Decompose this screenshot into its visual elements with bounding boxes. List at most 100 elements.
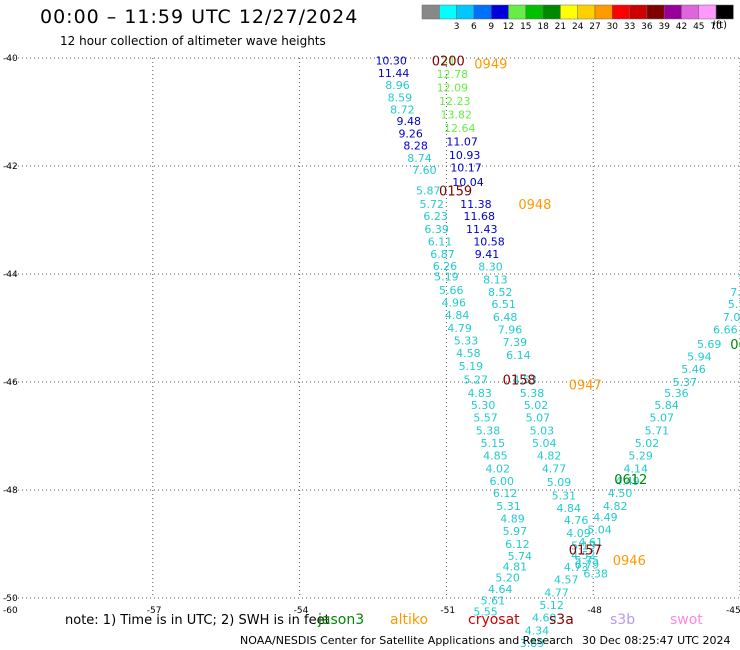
wave-height-label: 5.74 xyxy=(508,550,532,563)
generation-timestamp: 30 Dec 08:25:47 UTC 2024 xyxy=(582,634,731,647)
legend-tick-label: 24 xyxy=(572,22,584,32)
wave-height-label: 5.84 xyxy=(654,399,679,412)
credit-text: NOAA/NESDIS Center for Satellite Applica… xyxy=(240,634,574,647)
legend-units-label: (ft) xyxy=(712,20,728,31)
wave-height-label: 11.07 xyxy=(446,136,478,149)
satellite-s3a-label: s3a xyxy=(549,612,574,628)
wave-height-label: 4.73 xyxy=(564,561,589,574)
wave-height-label: 11.38 xyxy=(460,198,492,211)
wave-height-label: 5.97 xyxy=(503,525,528,538)
wave-height-label: 6.23 xyxy=(423,210,448,223)
color-legend: 3 6 9 12 15 18 21 24 27 30 33 36 39 42 45 70 xyxy=(421,4,734,32)
wave-height-label: 7.96 xyxy=(498,324,523,337)
legend-tick-label: 15 xyxy=(520,22,531,32)
wave-height-label: 4.82 xyxy=(537,449,562,462)
legend-tick-label: 30 xyxy=(607,22,619,32)
wave-height-label: 5.31 xyxy=(496,500,521,513)
wave-height-label: 4.64 xyxy=(488,583,513,596)
pass-time-label: 0949 xyxy=(474,57,507,72)
wave-height-label: 5.61 xyxy=(481,595,506,608)
wave-height-label: 4.02 xyxy=(486,462,511,475)
wave-height-label: 9.41 xyxy=(475,248,500,261)
pass-time-label: 0946 xyxy=(613,554,646,569)
pass-time-label: 0948 xyxy=(518,198,551,213)
wave-height-label: 5.03 xyxy=(530,425,555,438)
wave-height-label: 4.79 xyxy=(447,322,472,335)
pass-time-label: 0158 xyxy=(503,373,536,388)
wave-height-label: 3.89 xyxy=(520,637,545,650)
wave-height-label: 6.87 xyxy=(430,248,455,261)
wave-height-label: 5.07 xyxy=(526,412,551,425)
satellite-s3b-label: s3b xyxy=(610,612,636,628)
y-tick-label: -46 xyxy=(3,378,18,388)
wave-height-label: 4.96 xyxy=(442,297,467,310)
legend-swatch xyxy=(421,4,440,20)
wave-height-label: 4.58 xyxy=(456,347,481,360)
wave-height-label: 6.14 xyxy=(506,349,530,362)
wave-height-label: 11.68 xyxy=(464,210,496,223)
legend-swatch xyxy=(663,4,682,20)
x-tick-label: -45 xyxy=(726,606,740,616)
legend-swatch xyxy=(508,4,527,20)
x-tick-label: -48 xyxy=(587,606,602,616)
wave-height-label: 5.55 xyxy=(473,606,498,619)
y-tick-label: -50 xyxy=(3,594,18,604)
wave-height-label: 6.48 xyxy=(493,311,518,324)
legend-swatch xyxy=(456,4,475,20)
legend-tick-label: 70 xyxy=(710,22,722,32)
wave-height-label: 5.15 xyxy=(481,437,506,450)
wave-height-label: 11.44 xyxy=(378,67,410,80)
y-tick-label: -48 xyxy=(3,486,18,496)
wave-height-label: 5.20 xyxy=(495,571,520,584)
wave-height-label: 4.60 xyxy=(532,611,557,624)
wave-height-label: 4.77 xyxy=(544,587,569,600)
x-origin-label: -60 xyxy=(3,606,18,616)
wave-height-label: 4.77 xyxy=(542,462,567,475)
x-tick-label: -54 xyxy=(294,606,309,616)
wave-height-label: 6.79 xyxy=(575,559,600,572)
legend-swatch xyxy=(577,4,596,20)
legend-swatch xyxy=(490,4,509,20)
wave-height-label: 5.38 xyxy=(520,387,545,400)
wave-height-label: 4.53 xyxy=(512,373,537,386)
wave-height-label: 7.60 xyxy=(412,164,437,177)
x-tick-label: -57 xyxy=(147,606,162,616)
pass-time-labels: 0200 0949 0159 0948 0158 0947 0612 0157 0946 06 xyxy=(432,55,740,570)
wave-height-label: 5.19 xyxy=(459,360,484,373)
wave-height-label: 4.81 xyxy=(503,561,528,574)
legend-swatch xyxy=(698,4,717,20)
pass-time-label: 0947 xyxy=(569,379,602,394)
wave-height-label: 5.27 xyxy=(464,373,489,386)
legend-swatch xyxy=(612,4,630,20)
wave-height-label: 5.13 xyxy=(571,540,596,553)
chart-subtitle: 12 hour collection of altimeter wave hei… xyxy=(60,34,326,48)
legend-tick-label: 12 xyxy=(503,22,514,32)
legend-tick-label: 9 xyxy=(488,22,494,32)
legend-swatch xyxy=(646,4,665,20)
wave-height-label: 12.09 xyxy=(437,82,469,95)
legend-swatch xyxy=(715,4,734,20)
wave-height-label: 5.69 xyxy=(697,338,722,351)
wave-height-label: 4.82 xyxy=(603,500,628,513)
wave-height-label: 5.75 xyxy=(575,554,600,567)
wave-height-label: 8.30 xyxy=(478,260,503,273)
wave-height-labels: 10.3011.448.968.598.729.489.268.288.747.… xyxy=(375,55,740,650)
wave-height-label: 8.72 xyxy=(390,103,415,116)
wave-height-label: 5.72 xyxy=(419,198,444,211)
wave-height-label: 4.49 xyxy=(615,475,640,488)
wave-height-label: 6.12 xyxy=(493,487,518,500)
wave-height-label: 7. xyxy=(730,286,740,299)
x-tick-label: -51 xyxy=(440,606,455,616)
legend-swatch xyxy=(439,4,457,20)
wave-height-label: 4.84 xyxy=(445,309,470,322)
wave-height-label: 4.85 xyxy=(483,449,508,462)
wave-height-label: 5.37 xyxy=(672,376,697,389)
wave-height-label: 5.71 xyxy=(645,425,670,438)
wave-height-label: 5.30 xyxy=(471,399,496,412)
wave-height-label: 6.66 xyxy=(713,324,738,337)
y-tick-label: -44 xyxy=(3,270,18,280)
wave-height-label: 4.83 xyxy=(467,387,492,400)
legend-tick-label: 6 xyxy=(471,22,477,32)
wave-height-label: 6.11 xyxy=(428,236,453,249)
